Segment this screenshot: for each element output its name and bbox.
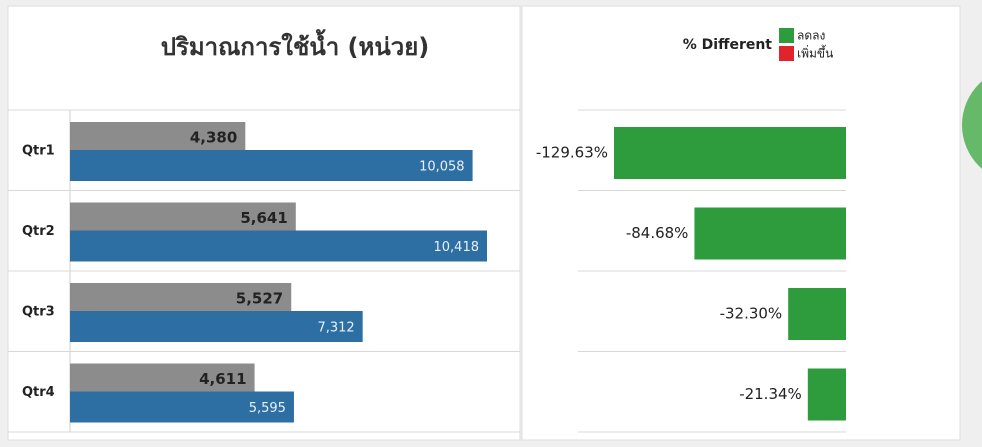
- bar: [70, 150, 473, 181]
- value-label: 5,527: [236, 290, 283, 308]
- value-label: -32.30%: [720, 305, 783, 323]
- value-label: -84.68%: [626, 224, 689, 242]
- value-label: 7,312: [317, 321, 354, 336]
- bar: [70, 363, 255, 392]
- y-tick-label: Qtr4: [22, 385, 55, 400]
- bar: [614, 127, 846, 179]
- value-label: -129.63%: [536, 144, 608, 162]
- legend-swatch: [779, 46, 794, 61]
- y-tick-label: Qtr1: [22, 144, 55, 159]
- bar: [694, 207, 846, 260]
- bar: [70, 122, 246, 150]
- bar: [70, 283, 292, 311]
- bar: [70, 230, 487, 262]
- bar: [70, 391, 294, 423]
- legend-swatch: [779, 28, 794, 43]
- bar: [70, 311, 363, 342]
- legend-label: เพิ่มขึ้น: [797, 45, 833, 61]
- value-label: 4,380: [190, 129, 237, 147]
- bar: [70, 202, 296, 231]
- value-label: 5,595: [249, 401, 286, 416]
- value-label: 5,641: [240, 209, 287, 227]
- value-label: -21.34%: [739, 385, 802, 403]
- y-tick-label: Qtr2: [22, 224, 55, 239]
- chart-title: ปริมาณการใช้น้ำ (หน่วย): [161, 28, 430, 61]
- value-label: 10,058: [419, 160, 465, 175]
- y-tick-label: Qtr3: [22, 305, 55, 320]
- bar: [788, 288, 846, 340]
- value-label: 10,418: [434, 240, 480, 255]
- value-label: 4,611: [199, 370, 246, 388]
- legend-label: ลดลง: [797, 29, 825, 43]
- chart-title: % Different: [683, 37, 773, 53]
- decor-circle: [962, 81, 982, 169]
- bar: [807, 368, 846, 421]
